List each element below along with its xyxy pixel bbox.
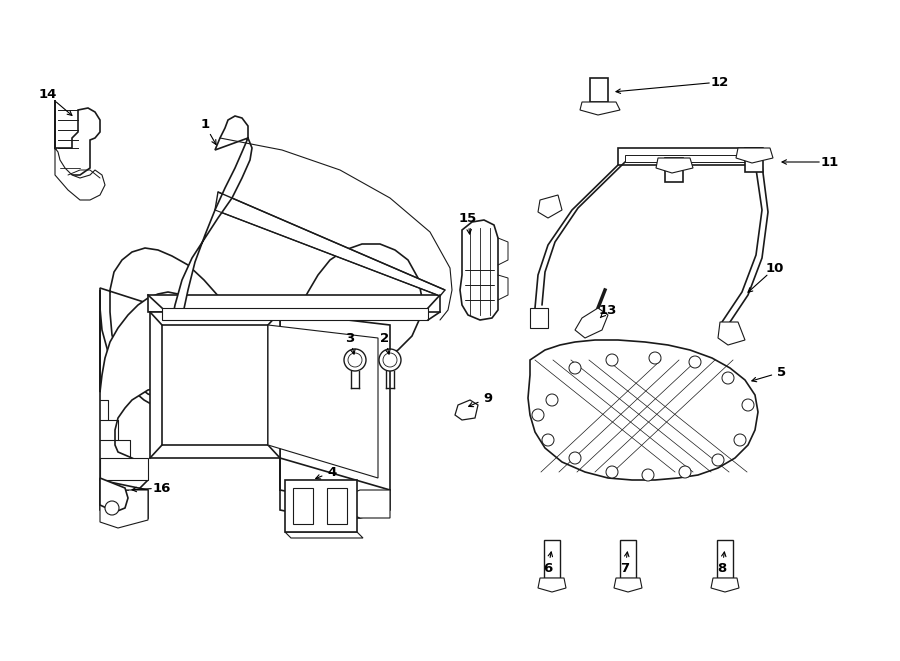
Polygon shape (745, 148, 763, 172)
Text: 15: 15 (459, 212, 477, 225)
Circle shape (569, 452, 581, 464)
Circle shape (105, 501, 119, 515)
Polygon shape (538, 195, 562, 218)
Circle shape (546, 394, 558, 406)
Polygon shape (55, 100, 100, 175)
Polygon shape (544, 540, 560, 578)
Polygon shape (455, 400, 478, 420)
Polygon shape (625, 155, 755, 162)
Polygon shape (150, 312, 280, 458)
Polygon shape (327, 488, 347, 524)
Text: 8: 8 (717, 561, 726, 574)
Polygon shape (718, 322, 745, 345)
Polygon shape (590, 78, 608, 102)
Polygon shape (285, 532, 363, 538)
Circle shape (606, 466, 618, 478)
Circle shape (689, 356, 701, 368)
Polygon shape (100, 244, 422, 410)
Polygon shape (580, 102, 620, 115)
Text: 9: 9 (483, 391, 492, 405)
Circle shape (642, 469, 654, 481)
Polygon shape (736, 148, 773, 163)
Polygon shape (280, 312, 390, 490)
Text: 11: 11 (821, 155, 839, 169)
Polygon shape (717, 540, 733, 578)
Text: 5: 5 (778, 366, 787, 379)
Polygon shape (160, 116, 252, 400)
Polygon shape (100, 480, 148, 518)
Text: 16: 16 (153, 481, 171, 494)
Circle shape (542, 434, 554, 446)
Circle shape (606, 354, 618, 366)
Polygon shape (285, 480, 357, 532)
Polygon shape (575, 308, 608, 338)
Circle shape (569, 362, 581, 374)
Circle shape (383, 353, 397, 367)
Polygon shape (100, 490, 148, 528)
Polygon shape (280, 458, 390, 518)
Polygon shape (293, 488, 313, 524)
Circle shape (722, 372, 734, 384)
Polygon shape (530, 308, 548, 328)
Text: 1: 1 (201, 118, 210, 132)
Circle shape (344, 349, 366, 371)
Polygon shape (665, 158, 683, 182)
Text: 14: 14 (39, 89, 58, 102)
Polygon shape (618, 148, 762, 165)
Circle shape (348, 353, 362, 367)
Circle shape (379, 349, 401, 371)
Circle shape (679, 466, 691, 478)
Polygon shape (538, 578, 566, 592)
Text: 13: 13 (598, 303, 617, 317)
Circle shape (712, 454, 724, 466)
Polygon shape (268, 325, 378, 478)
Circle shape (742, 399, 754, 411)
Polygon shape (460, 220, 498, 320)
Polygon shape (55, 148, 105, 200)
Polygon shape (100, 290, 204, 492)
Polygon shape (100, 458, 148, 480)
Text: 7: 7 (620, 561, 630, 574)
Polygon shape (100, 478, 128, 512)
Polygon shape (340, 490, 390, 518)
Text: 4: 4 (328, 465, 337, 479)
Text: 10: 10 (766, 262, 784, 274)
Circle shape (532, 409, 544, 421)
Circle shape (649, 352, 661, 364)
Polygon shape (162, 325, 268, 445)
Polygon shape (162, 308, 428, 320)
Text: 2: 2 (381, 332, 390, 344)
Polygon shape (215, 192, 445, 296)
Text: 12: 12 (711, 75, 729, 89)
Polygon shape (614, 578, 642, 592)
Circle shape (734, 434, 746, 446)
Text: 3: 3 (346, 332, 355, 344)
Text: 6: 6 (544, 561, 553, 574)
Polygon shape (148, 295, 440, 312)
Polygon shape (620, 540, 636, 578)
Polygon shape (711, 578, 739, 592)
Polygon shape (528, 340, 758, 480)
Polygon shape (656, 158, 693, 173)
